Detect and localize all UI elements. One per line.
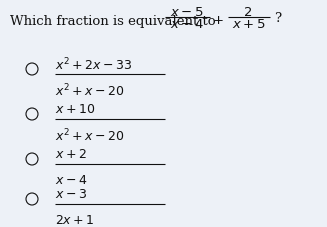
Text: $x - 4$: $x - 4$ xyxy=(170,18,204,31)
Text: ?: ? xyxy=(274,12,281,25)
Text: $x - 3$: $x - 3$ xyxy=(55,188,87,201)
Text: $x - 5$: $x - 5$ xyxy=(170,7,204,20)
Text: Which fraction is equivalent to: Which fraction is equivalent to xyxy=(10,15,215,28)
Text: $x - 4$: $x - 4$ xyxy=(55,174,87,187)
Text: $x^2 + x - 20$: $x^2 + x - 20$ xyxy=(55,82,124,99)
Text: $x^2 + x - 20$: $x^2 + x - 20$ xyxy=(55,127,124,144)
Text: $x^2 + 2x - 33$: $x^2 + 2x - 33$ xyxy=(55,57,132,73)
Text: $x + 5$: $x + 5$ xyxy=(232,18,266,31)
Text: $2$: $2$ xyxy=(243,7,252,20)
Text: $x + 2$: $x + 2$ xyxy=(55,148,87,161)
Text: $x + 10$: $x + 10$ xyxy=(55,103,95,116)
Text: $+$: $+$ xyxy=(212,13,224,26)
Text: $2x + 1$: $2x + 1$ xyxy=(55,214,95,227)
